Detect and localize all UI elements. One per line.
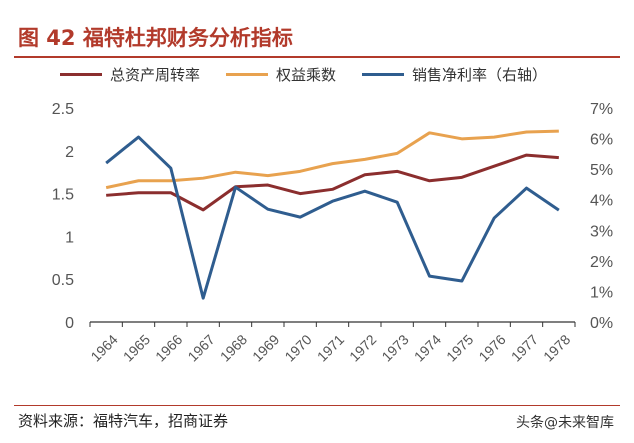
y-right-tick-label: 6% bbox=[590, 132, 613, 149]
x-tick-label: 1965 bbox=[120, 331, 153, 364]
legend-item: 权益乘数 bbox=[226, 64, 336, 85]
x-tick-label: 1975 bbox=[443, 331, 476, 364]
x-tick-label: 1977 bbox=[508, 331, 541, 364]
legend-item: 销售净利率（右轴） bbox=[362, 64, 547, 85]
y-right-tick-label: 3% bbox=[590, 223, 613, 240]
x-tick-label: 1972 bbox=[346, 331, 379, 364]
y-left-tick-label: 1.5 bbox=[52, 187, 74, 204]
y-right-tick-label: 1% bbox=[590, 284, 613, 301]
legend: 总资产周转率 权益乘数 销售净利率（右轴） bbox=[60, 64, 547, 85]
x-tick-label: 1966 bbox=[152, 331, 185, 364]
x-tick-label: 1976 bbox=[475, 331, 508, 364]
series-line bbox=[105, 135, 560, 300]
source-note: 资料来源：福特汽车，招商证券 bbox=[18, 412, 229, 430]
x-tick-label: 1971 bbox=[314, 331, 347, 364]
y-left-tick-label: 0 bbox=[65, 315, 74, 332]
y-right-tick-label: 5% bbox=[590, 162, 613, 179]
title-divider bbox=[14, 56, 620, 58]
legend-item: 总资产周转率 bbox=[60, 64, 200, 85]
y-left-tick-label: 1 bbox=[65, 229, 74, 246]
x-tick-label: 1973 bbox=[378, 331, 411, 364]
y-right-tick-label: 7% bbox=[590, 101, 613, 118]
x-tick-label: 1967 bbox=[184, 331, 217, 364]
y-left-tick-label: 2 bbox=[65, 144, 74, 161]
legend-swatch bbox=[226, 73, 269, 76]
watermark: 头条@未来智库 bbox=[516, 415, 614, 431]
legend-swatch bbox=[362, 73, 405, 76]
legend-swatch bbox=[60, 73, 102, 76]
x-tick-label: 1969 bbox=[249, 331, 282, 364]
x-tick-label: 1970 bbox=[281, 331, 314, 364]
chart-title: 图 42 福特杜邦财务分析指标 bbox=[18, 26, 293, 50]
y-right-tick-label: 2% bbox=[590, 254, 613, 271]
x-tick-label: 1974 bbox=[411, 331, 444, 364]
x-tick-label: 1964 bbox=[87, 331, 120, 364]
x-tick-label: 1968 bbox=[217, 331, 250, 364]
legend-label: 销售净利率（右轴） bbox=[412, 66, 548, 84]
x-tick-label: 1978 bbox=[540, 331, 573, 364]
source-divider bbox=[14, 405, 620, 406]
y-right-tick-label: 0% bbox=[590, 315, 613, 332]
y-left-tick-label: 2.5 bbox=[52, 101, 74, 118]
legend-label: 总资产周转率 bbox=[110, 66, 201, 84]
y-left-tick-label: 0.5 bbox=[52, 272, 74, 289]
legend-label: 权益乘数 bbox=[276, 66, 337, 84]
y-right-tick-label: 4% bbox=[590, 193, 613, 210]
